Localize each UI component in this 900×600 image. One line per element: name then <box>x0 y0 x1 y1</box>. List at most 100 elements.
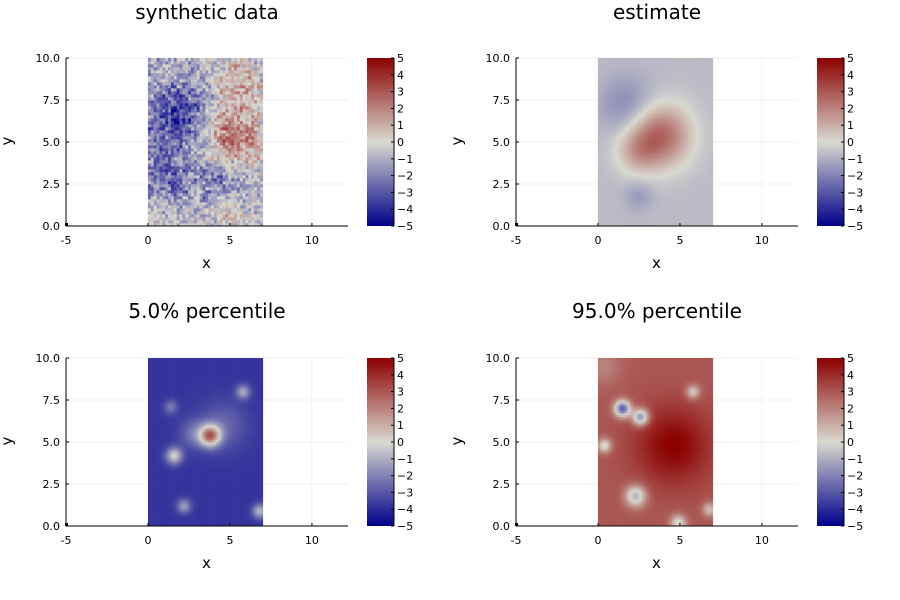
heatmap-cell <box>602 137 605 141</box>
heatmap-cell <box>219 163 223 167</box>
heatmap-cell <box>597 127 601 130</box>
heatmap-cell <box>216 106 221 110</box>
heatmap-cell <box>231 73 235 77</box>
heatmap-cell <box>661 58 664 61</box>
heatmap-cell <box>608 207 611 210</box>
heatmap-cell <box>636 148 640 151</box>
heatmap-cell <box>245 175 249 179</box>
heatmap-cell <box>604 91 607 95</box>
heatmap-cell <box>222 211 226 215</box>
heatmap-cell <box>245 208 249 212</box>
heatmap-cell <box>257 169 261 173</box>
heatmap-cell <box>636 163 640 166</box>
heatmap-cell <box>606 60 609 63</box>
heatmap-cell <box>647 85 650 88</box>
heatmap-cell <box>622 89 625 92</box>
heatmap-cell <box>600 70 603 74</box>
heatmap-cell <box>659 133 662 137</box>
heatmap-cell <box>610 89 613 92</box>
heatmap-cell <box>663 144 666 147</box>
heatmap-cell <box>618 202 621 206</box>
heatmap-cell <box>620 173 623 176</box>
heatmap-cell <box>622 85 625 88</box>
heatmap-cell <box>614 64 617 67</box>
heatmap-cell <box>655 72 658 76</box>
heatmap-cell <box>626 215 630 218</box>
heatmap-cell <box>663 209 666 212</box>
plot-area: -5 0 5 100.02.55.07.510.0 <box>486 52 798 247</box>
heatmap-cell <box>259 202 264 206</box>
heatmap-cell <box>191 145 195 149</box>
heatmap-cell <box>193 196 198 200</box>
heatmap-cell <box>156 145 160 149</box>
heatmap-cell <box>663 148 666 151</box>
heatmap-cell <box>636 91 640 95</box>
heatmap-cell <box>182 124 186 128</box>
heatmap-cell <box>196 193 200 197</box>
heatmap-cell <box>647 108 650 111</box>
heatmap-cell <box>626 184 630 187</box>
heatmap-cell <box>208 70 212 74</box>
heatmap-cell <box>254 103 258 107</box>
heatmap-cell <box>638 165 642 168</box>
heatmap-cell <box>604 125 607 128</box>
heatmap-cell <box>653 129 656 132</box>
heatmap-cell <box>632 217 636 221</box>
heatmap-cell <box>630 215 634 218</box>
heatmap-cell <box>213 211 218 215</box>
heatmap-cell <box>616 202 619 206</box>
heatmap-cell <box>626 64 630 67</box>
heatmap-cell <box>165 133 169 137</box>
heatmap-cell <box>641 139 644 143</box>
heatmap-cell <box>622 223 625 227</box>
heatmap-cell <box>251 61 255 65</box>
heatmap-cell <box>643 148 646 151</box>
heatmap-cell <box>632 133 636 137</box>
heatmap-cell <box>173 58 178 62</box>
heatmap-cell <box>162 160 166 164</box>
heatmap-cell <box>608 118 611 122</box>
heatmap-cell <box>630 219 634 223</box>
heatmap-cell <box>147 76 152 80</box>
heatmap-cell <box>199 148 203 152</box>
heatmap-cell <box>653 156 656 160</box>
heatmap-cell <box>168 166 172 170</box>
heatmap-cell <box>638 196 642 200</box>
heatmap-cell <box>624 110 628 113</box>
heatmap-cell <box>636 221 640 225</box>
heatmap-cell <box>661 104 664 107</box>
heatmap-cell <box>597 190 601 193</box>
heatmap-cell <box>616 118 619 122</box>
heatmap-cell <box>228 91 232 95</box>
heatmap-cell <box>236 139 241 143</box>
heatmap-cell <box>153 172 157 176</box>
heatmap-cell <box>632 108 636 111</box>
heatmap-cell <box>211 127 215 131</box>
heatmap-cell <box>251 136 255 140</box>
heatmap-cell <box>618 196 621 200</box>
heatmap-cell <box>630 121 634 124</box>
heatmap-cell <box>622 181 625 185</box>
heatmap-cell <box>162 208 166 212</box>
heatmap-cell <box>205 109 209 113</box>
heatmap-cell <box>622 100 625 103</box>
heatmap-cell <box>663 217 666 221</box>
heatmap-cell <box>628 100 632 103</box>
heatmap-cell <box>630 217 634 221</box>
heatmap-cell <box>628 190 632 193</box>
heatmap-cell <box>620 91 623 95</box>
heatmap-cell <box>632 112 636 116</box>
heatmap-cell <box>659 137 662 141</box>
heatmap-cell <box>612 72 615 76</box>
heatmap-cell <box>649 137 652 141</box>
heatmap-cell <box>211 61 215 65</box>
heatmap-cell <box>655 110 658 113</box>
heatmap-cell <box>245 160 249 164</box>
heatmap-cell <box>176 220 180 224</box>
heatmap-cell <box>641 165 644 168</box>
heatmap-cell <box>219 148 223 152</box>
heatmap-cell <box>645 135 648 139</box>
heatmap-cell <box>661 123 664 126</box>
heatmap-cell <box>645 186 648 189</box>
heatmap-cell <box>620 163 623 166</box>
